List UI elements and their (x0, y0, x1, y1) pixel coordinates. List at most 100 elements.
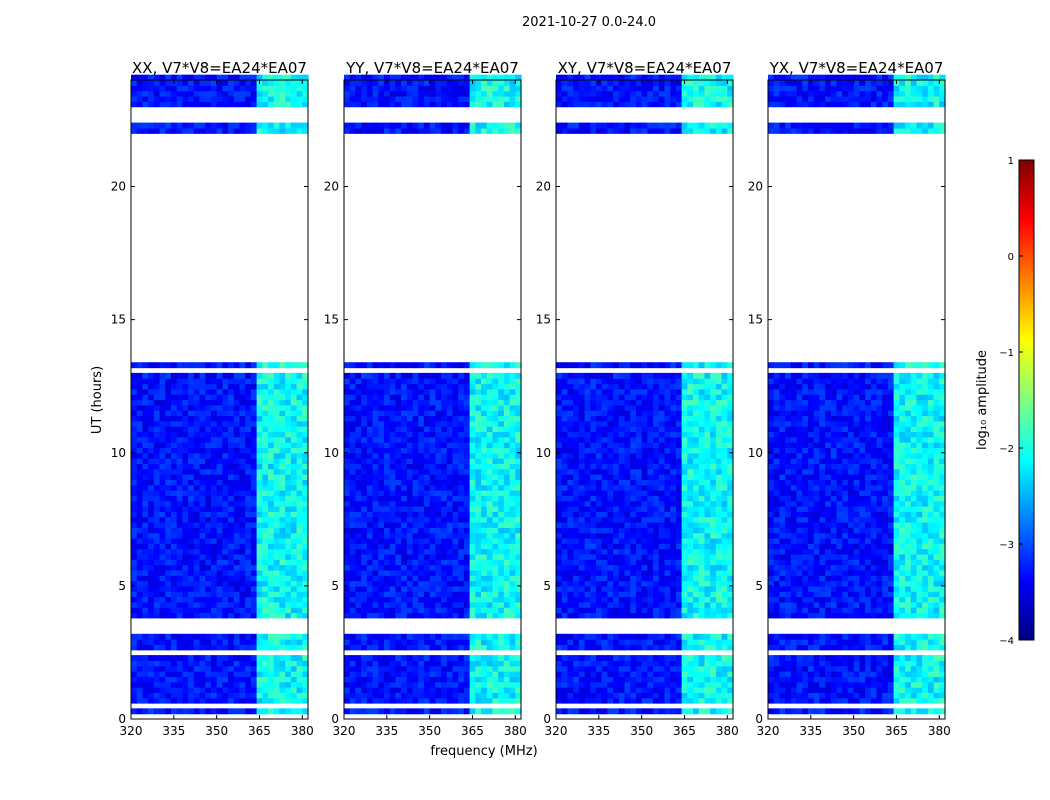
heatmap-cell (567, 687, 574, 693)
heatmap-cell (395, 80, 402, 86)
heatmap-cell (233, 479, 241, 486)
heatmap-cell (653, 697, 660, 704)
heatmap-cell (199, 500, 206, 507)
heatmap-cell (228, 681, 235, 688)
heatmap-cell (401, 452, 408, 459)
heatmap-cell (429, 532, 436, 539)
heatmap-cell (383, 553, 391, 560)
heatmap-cell (647, 687, 654, 693)
heatmap-cell (153, 676, 161, 683)
heatmap-cell (279, 388, 286, 395)
heatmap-cell (170, 404, 178, 411)
heatmap-cell (423, 516, 431, 523)
heatmap-cell (256, 90, 263, 97)
heatmap-cell (441, 585, 448, 592)
heatmap-cell (515, 575, 522, 582)
heatmap-cell (366, 495, 374, 502)
heatmap-cell (452, 575, 459, 582)
heatmap-cell (515, 479, 522, 486)
heatmap-cell (262, 585, 269, 592)
heatmap-cell (423, 90, 431, 97)
heatmap-cell (498, 74, 505, 81)
heatmap-cell (228, 383, 235, 390)
heatmap-cell (509, 585, 516, 592)
heatmap-cell (193, 85, 201, 92)
heatmap-cell (383, 490, 391, 496)
heatmap-cell (418, 474, 425, 480)
heatmap-cell (492, 431, 499, 438)
heatmap-cell (441, 601, 448, 608)
heatmap-cell (383, 591, 391, 598)
heatmap-cell (435, 697, 442, 704)
heatmap-cell (641, 591, 648, 598)
heatmap-cell (205, 74, 212, 81)
heatmap-cell (452, 394, 459, 401)
heatmap-cell (148, 458, 155, 464)
heatmap-cell (452, 516, 459, 523)
heatmap-cell (498, 436, 505, 443)
heatmap-cell (296, 655, 303, 662)
heatmap-cell (148, 95, 155, 102)
heatmap-cell (498, 426, 505, 433)
heatmap-cell (475, 543, 482, 550)
heatmap-cell (441, 378, 448, 385)
heatmap-cell (584, 639, 591, 646)
heatmap-cell (401, 708, 408, 715)
heatmap-cell (228, 527, 235, 534)
heatmap-cell (481, 431, 488, 438)
heatmap-cell (216, 697, 223, 704)
heatmap-cell (136, 601, 144, 608)
heatmap-cell (199, 122, 206, 129)
heatmap-cell (624, 591, 631, 598)
heatmap-cell (165, 388, 172, 395)
heatmap-cell (273, 516, 281, 523)
heatmap-cell (383, 559, 391, 566)
heatmap-cell (595, 580, 603, 587)
heatmap-cell (715, 591, 723, 598)
heatmap-cell (366, 559, 374, 566)
heatmap-cell (435, 516, 442, 523)
heatmap-cell (383, 516, 391, 523)
heatmap-cell (556, 591, 563, 598)
heatmap-cell (681, 681, 688, 688)
heatmap-cell (165, 681, 172, 688)
heatmap-cell (193, 495, 201, 502)
heatmap-cell (395, 442, 402, 449)
heatmap-cell (349, 468, 357, 475)
heatmap-cell (406, 95, 414, 102)
heatmap-cell (159, 85, 166, 92)
heatmap-cell (170, 569, 178, 576)
heatmap-cell (182, 543, 189, 550)
heatmap-cell (423, 692, 431, 699)
heatmap-cell (492, 484, 499, 491)
heatmap-cell (401, 553, 408, 560)
heatmap-cell (159, 495, 166, 502)
heatmap-cell (182, 516, 189, 523)
heatmap-cell (361, 506, 368, 512)
heatmap-cell (216, 415, 223, 422)
heatmap-cell (509, 591, 516, 598)
heatmap-cell (361, 484, 368, 491)
heatmap-cell (159, 660, 166, 667)
heatmap-cell (239, 543, 246, 550)
heatmap-cell (463, 74, 471, 81)
heatmap-cell (262, 511, 269, 518)
heatmap-cell (205, 543, 212, 550)
heatmap-cell (412, 527, 419, 534)
heatmap-cell (486, 484, 494, 491)
heatmap-cell (344, 521, 351, 528)
heatmap-cell (710, 564, 717, 571)
heatmap-cell (590, 665, 597, 672)
heatmap-cell (165, 101, 172, 108)
heatmap-cell (406, 665, 414, 672)
heatmap-cell (153, 426, 161, 433)
heatmap-cell (481, 521, 488, 528)
heatmap-cell (441, 388, 448, 395)
heatmap-cell (366, 490, 374, 496)
heatmap-cell (503, 431, 511, 438)
heatmap-cell (279, 426, 286, 433)
heatmap-cell (710, 575, 717, 582)
heatmap-cell (256, 607, 263, 614)
heatmap-cell (618, 639, 626, 646)
heatmap-cell (441, 697, 448, 704)
